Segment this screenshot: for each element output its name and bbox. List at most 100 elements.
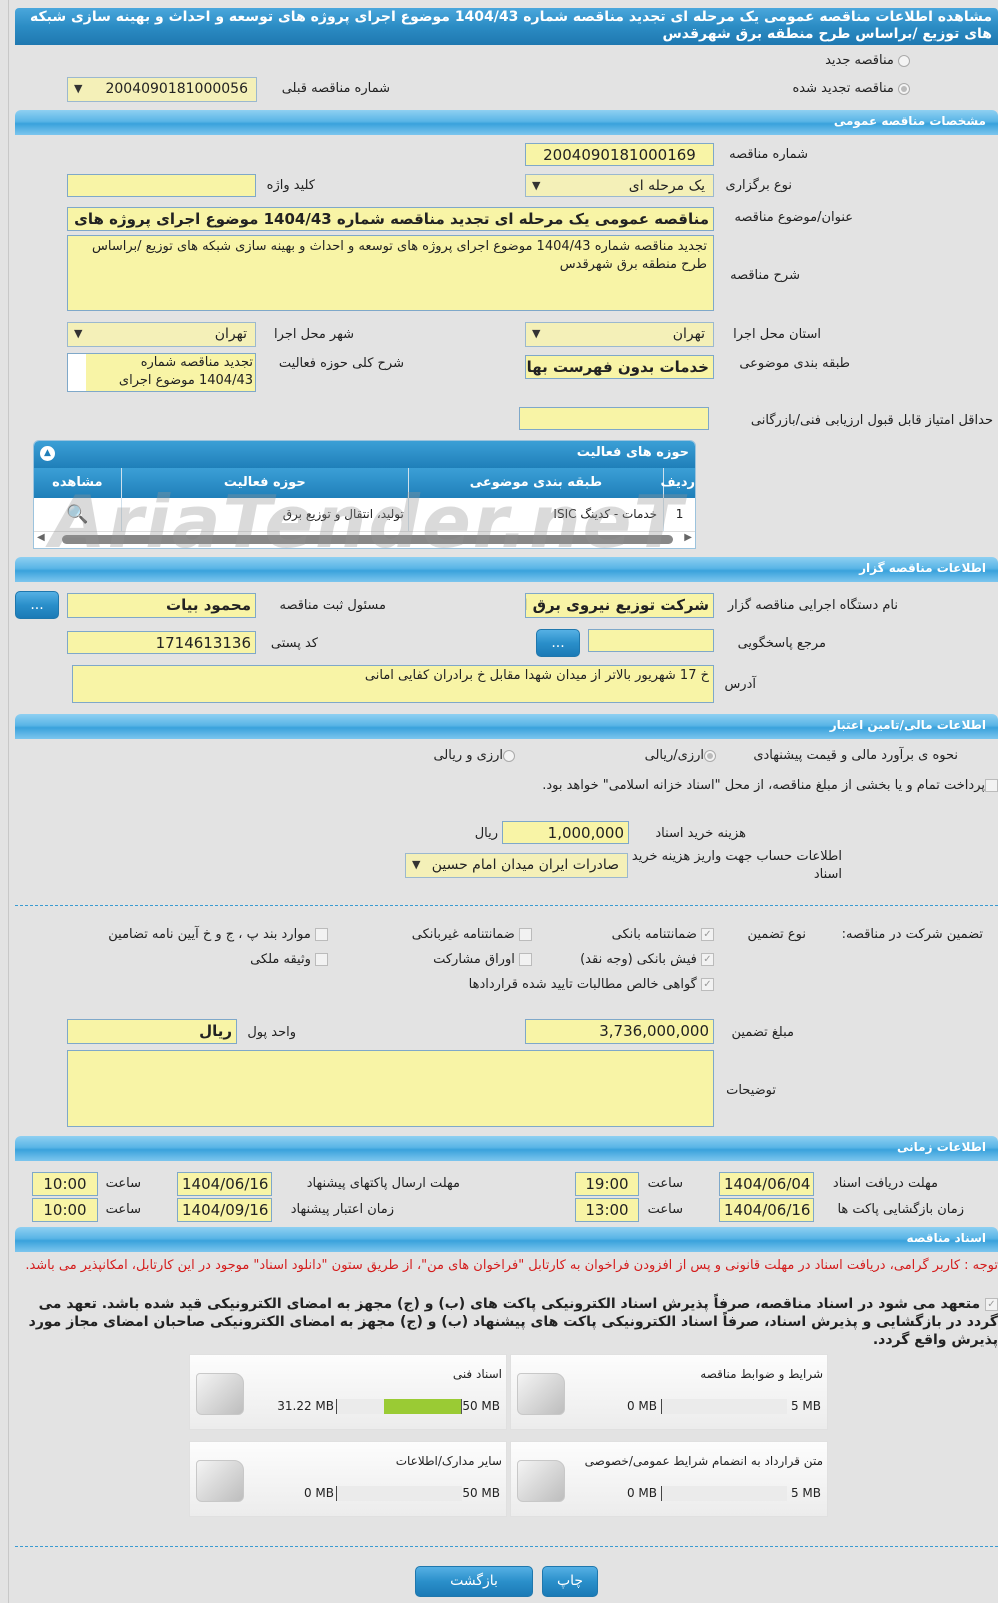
description-field[interactable]: تجدید مناقصه شماره 1404/43 موضوع اجرای پ… [67,235,714,311]
type-select[interactable]: ▼ یک مرحله ای [525,174,714,197]
file-card[interactable]: سایر مدارک/اطلاعات 50 MB 0 MB [189,1441,507,1517]
select-responsible-button[interactable]: ... [15,591,59,619]
option-clauses[interactable]: موارد بند پ ، ج و خ آیین نامه تضامین [108,927,328,942]
category-label: طبقه بندی موضوعی [739,356,850,371]
option-bonds[interactable]: اوراق مشارکت [433,952,532,967]
radio-label: مناقصه تجدید شده [792,81,894,96]
checkbox-icon[interactable]: ✓ [985,1297,998,1311]
activity-desc-field[interactable]: تجدید مناقصه شماره 1404/43 موضوع اجرای [67,353,256,392]
doc-deadline-time[interactable]: 19:00 [575,1172,639,1196]
print-button[interactable]: چاپ [542,1566,598,1597]
address-label: آدرس [724,677,756,692]
hour-label: ساعت [647,1176,683,1191]
chevron-down-icon: ▼ [74,82,83,95]
previous-number-select[interactable]: ▼ 2004090181000056 [67,77,257,102]
scroll-left-icon[interactable]: ◀ [37,532,45,543]
radio-icon[interactable] [704,749,716,762]
radio-icon[interactable] [503,749,515,762]
cell-category: خدمات - کدینگ ISIC [407,498,663,531]
province-select[interactable]: ▼ تهران [525,322,714,347]
file-card[interactable]: اسناد فنی 50 MB 31.22 MB [189,1354,507,1430]
number-field[interactable]: 2004090181000169 [525,143,714,166]
amount-field[interactable]: 3,736,000,000 [525,1019,714,1044]
folder-icon [196,1460,244,1502]
submit-deadline-time[interactable]: 10:00 [32,1172,98,1196]
view-magnifier-icon[interactable]: 🔍 [66,504,89,525]
responsible-field[interactable]: محمود بیات [67,593,256,618]
select-ref-button[interactable]: ... [536,629,580,657]
validity-time[interactable]: 10:00 [32,1198,98,1222]
option-label: فیش بانکی (وجه نقد) [580,952,697,967]
radio-icon[interactable] [898,54,910,67]
min-score-label: حداقل امتیاز قابل قبول ارزیابی فنی/بازرگ… [750,413,993,428]
checkbox-icon[interactable] [315,928,328,941]
radio-currency-and-rial[interactable]: ارزی و ریالی [433,748,515,763]
file-card[interactable]: شرایط و ضوابط مناقصه 5 MB 0 MB [510,1354,828,1430]
section-organizer: اطلاعات مناقصه گزار [15,557,998,582]
checkbox-icon[interactable] [985,779,998,792]
chevron-down-icon: ▼ [532,179,541,192]
radio-renewed-tender[interactable]: مناقصه تجدید شده [792,81,910,96]
checkbox-icon[interactable] [315,953,328,966]
opening-time[interactable]: 13:00 [575,1198,639,1222]
option-claims-certificate[interactable]: ✓ گواهی خالص مطالبات تایید شده قراردادها [469,977,714,992]
back-button[interactable]: بازگشت [415,1566,533,1597]
category-field[interactable]: خدمات بدون فهرست بها [525,355,714,379]
checkbox-icon[interactable]: ✓ [701,953,714,966]
validity-date[interactable]: 1404/09/16 [177,1198,272,1222]
min-score-field[interactable] [519,407,709,430]
folder-icon [517,1460,565,1502]
city-value: تهران [214,326,247,342]
option-label: وثیقه ملکی [250,952,311,967]
hour-label: ساعت [105,1202,141,1217]
estimate-label: نحوه ی برآورد مالی و قیمت پیشنهادی [753,748,958,763]
scrollbar-thumb[interactable] [62,535,673,544]
postal-field[interactable]: 1714613136 [67,631,256,654]
fee-field[interactable]: 1,000,000 [502,821,629,844]
section-financial: اطلاعات مالی/تامین اعتبار [15,714,998,739]
hour-label: ساعت [105,1176,141,1191]
file-max: 50 MB [462,1486,500,1500]
submit-deadline-label: مهلت ارسال پاکتهای پیشنهاد [306,1176,460,1191]
file-current: 31.22 MB [277,1399,334,1413]
horizontal-scrollbar[interactable]: ◀ ▶ [34,531,695,547]
collapse-icon[interactable]: ▲ [40,446,55,461]
file-card[interactable]: متن قرارداد به انضمام شرایط عمومی/خصوصی 5… [510,1441,828,1517]
opening-date[interactable]: 1404/06/16 [719,1198,814,1222]
option-property[interactable]: وثیقه ملکی [250,952,328,967]
address-field[interactable]: خ 17 شهریور بالاتر از میدان شهدا مقابل خ… [72,665,714,703]
option-nonbank-guarantee[interactable]: ضمانتنامه غیربانکی [412,927,532,942]
city-select[interactable]: ▼ تهران [67,322,256,347]
checkbox-icon[interactable]: ✓ [701,928,714,941]
currency-field[interactable]: ریال [67,1019,237,1044]
file-progress [661,1399,787,1414]
radio-new-tender[interactable]: مناقصه جدید [825,53,910,68]
radio-icon[interactable] [898,82,910,95]
account-select[interactable]: ▼ صادرات ایران میدان امام حسین [405,853,628,878]
commitment-checkbox[interactable]: ✓ متعهد می شود در اسناد مناقصه، صرفاً پذ… [15,1295,998,1349]
option-bank-guarantee[interactable]: ✓ ضمانتنامه بانکی [612,927,714,942]
currency-label: واحد پول [247,1025,296,1040]
option-label: گواهی خالص مطالبات تایید شده قراردادها [468,977,697,992]
subject-field[interactable]: مناقصه عمومی یک مرحله ای تجدید مناقصه شم… [67,207,714,231]
checkbox-icon[interactable]: ✓ [701,978,714,991]
radio-currency-rial[interactable]: ارزی/ریالی [645,748,716,763]
option-bank-receipt[interactable]: ✓ فیش بانکی (وجه نقد) [580,952,714,967]
ref-label: مرجع پاسخگویی [737,636,826,651]
documents-note: توجه : کاربر گرامی، دریافت اسناد در مهلت… [25,1258,998,1273]
ref-field[interactable] [588,629,714,652]
doc-deadline-label: مهلت دریافت اسناد [832,1176,938,1191]
checkbox-icon[interactable] [519,928,532,941]
islamic-treasury-checkbox[interactable]: پرداخت تمام و یا بخشی از مبلغ مناقصه، از… [528,776,998,816]
org-field[interactable]: شرکت توزیع نیروی برق استان تهران [525,593,714,618]
file-current: 0 MB [303,1486,334,1500]
page-border [8,0,9,1603]
checkbox-icon[interactable] [519,953,532,966]
submit-deadline-date[interactable]: 1404/06/16 [177,1172,272,1196]
option-label: ضمانتنامه غیربانکی [411,927,515,942]
activities-table: حوزه های فعالیت ▲ ردیف طبقه بندی موضوعی ح… [33,440,696,549]
doc-deadline-date[interactable]: 1404/06/04 [719,1172,814,1196]
notes-field[interactable] [67,1050,714,1127]
scroll-right-icon[interactable]: ▶ [684,532,692,543]
keyword-field[interactable] [67,174,256,197]
